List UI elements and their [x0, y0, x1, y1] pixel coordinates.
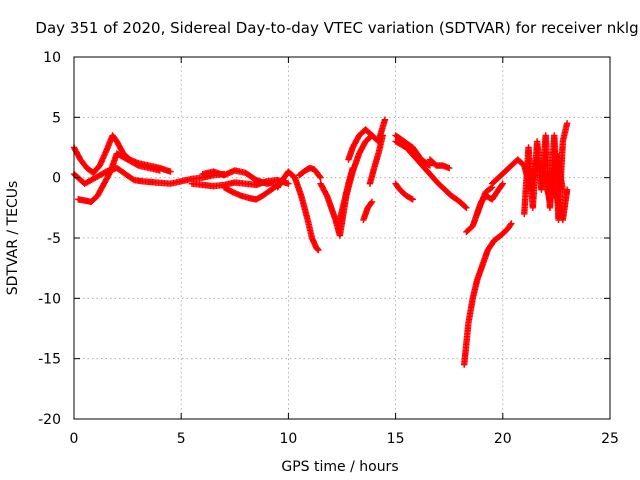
- axis-ticks: 0 5 10 15 20 25 -20 -15 -10 -5 0 5 10: [38, 50, 619, 447]
- data-point: [315, 246, 322, 254]
- data-points: [70, 116, 571, 368]
- data-point: [499, 180, 506, 187]
- series-track-17: [392, 180, 416, 203]
- data-point: [379, 132, 386, 139]
- data-point: [507, 221, 514, 228]
- data-point: [367, 199, 375, 207]
- series-track-12: [360, 198, 376, 224]
- data-point: [316, 173, 323, 180]
- series-track-7: [274, 168, 322, 254]
- data-point: [133, 161, 141, 169]
- series-track-16: [426, 156, 453, 172]
- chart-title: Day 351 of 2020, Sidereal Day-to-day VTE…: [35, 19, 638, 37]
- data-point: [563, 186, 571, 193]
- x-tick-label: 10: [279, 431, 297, 447]
- data-point: [156, 167, 163, 174]
- gridlines: [74, 57, 610, 419]
- series-track-20: [473, 180, 506, 218]
- data-point: [368, 198, 376, 205]
- data-point: [462, 203, 469, 211]
- series-track-15: [392, 132, 434, 169]
- data-point: [446, 164, 453, 172]
- x-tick-label: 25: [601, 431, 619, 447]
- x-tick-label: 15: [387, 431, 405, 447]
- series-track-13: [366, 132, 386, 187]
- series-track-10: [336, 164, 356, 224]
- x-tick-label: 0: [70, 431, 79, 447]
- data-point: [498, 181, 506, 189]
- data-point: [285, 180, 292, 187]
- data-point: [409, 196, 416, 203]
- y-axis-label: SDTVAR / TECUs: [5, 181, 21, 296]
- series-track-5: [199, 167, 277, 187]
- data-point: [539, 167, 547, 174]
- y-tick-label: 5: [52, 110, 61, 126]
- data-point: [381, 116, 389, 123]
- y-tick-label: -10: [38, 291, 61, 307]
- x-tick-label: 20: [494, 431, 512, 447]
- data-point: [270, 179, 277, 186]
- y-tick-label: -15: [38, 352, 61, 368]
- data-point: [408, 195, 415, 202]
- series-track-3: [75, 150, 163, 205]
- data-point: [487, 184, 495, 192]
- series-track-24: [546, 168, 571, 224]
- series-track-6: [220, 181, 281, 203]
- data-point: [317, 174, 324, 181]
- data-point: [314, 246, 321, 253]
- data-point: [425, 161, 432, 168]
- data-point: [508, 220, 515, 227]
- data-point: [167, 168, 174, 175]
- series-track-8: [295, 164, 324, 181]
- y-tick-label: 10: [43, 50, 61, 66]
- x-axis-label: GPS time / hours: [281, 459, 398, 475]
- data-point: [463, 204, 470, 212]
- y-tick-label: -20: [38, 412, 61, 428]
- data-point: [426, 162, 434, 169]
- series-track-18: [461, 220, 515, 368]
- series-track-14: [392, 138, 470, 212]
- data-point: [563, 120, 571, 127]
- y-tick-label: 0: [52, 171, 61, 187]
- x-tick-label: 5: [177, 431, 186, 447]
- y-tick-label: -5: [47, 231, 61, 247]
- data-point: [349, 164, 356, 172]
- series-track-23: [521, 150, 567, 205]
